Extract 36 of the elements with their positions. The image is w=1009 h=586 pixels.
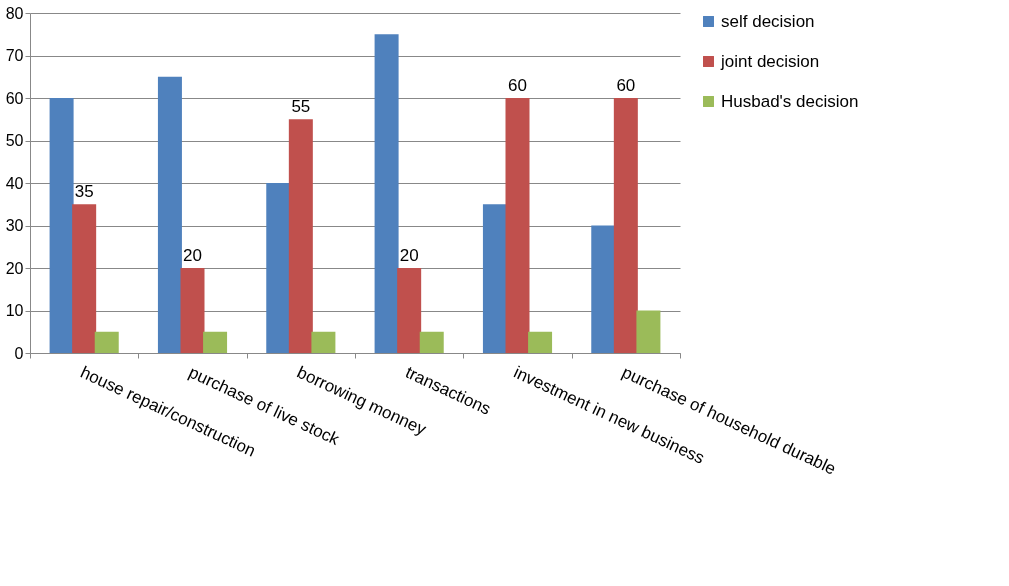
bar xyxy=(397,268,422,353)
y-tick-label: 0 xyxy=(14,344,24,362)
bar xyxy=(157,76,182,353)
bar xyxy=(613,98,638,353)
bar xyxy=(482,204,507,353)
bar xyxy=(419,331,444,353)
data-label: 35 xyxy=(74,182,94,202)
y-tick-label: 30 xyxy=(5,217,24,234)
bar xyxy=(528,331,553,353)
bar xyxy=(311,331,336,353)
bar xyxy=(374,34,399,353)
bar xyxy=(180,268,205,353)
bar xyxy=(288,119,313,353)
bar xyxy=(591,225,616,353)
data-label: 60 xyxy=(616,76,636,95)
bar xyxy=(49,98,74,353)
data-label: 20 xyxy=(399,246,419,265)
legend-label: Husbad's decision xyxy=(721,91,859,111)
y-tick-label: 10 xyxy=(5,302,24,319)
legend-label: self decision xyxy=(721,11,815,31)
legend-label: joint decision xyxy=(720,51,820,71)
data-label: 55 xyxy=(291,97,311,117)
y-tick-label: 80 xyxy=(5,4,24,22)
y-tick-label: 20 xyxy=(5,259,24,277)
bar xyxy=(94,331,119,353)
data-label: 60 xyxy=(508,76,527,95)
bar xyxy=(203,331,228,353)
bar xyxy=(636,310,661,353)
data-label: 20 xyxy=(183,246,202,265)
y-tick-label: 70 xyxy=(5,47,24,64)
y-tick-label: 40 xyxy=(5,174,24,192)
y-tick-label: 60 xyxy=(5,89,24,107)
bar xyxy=(505,98,530,353)
bar xyxy=(72,204,97,353)
bar xyxy=(266,183,291,353)
y-tick-label: 50 xyxy=(5,132,24,149)
